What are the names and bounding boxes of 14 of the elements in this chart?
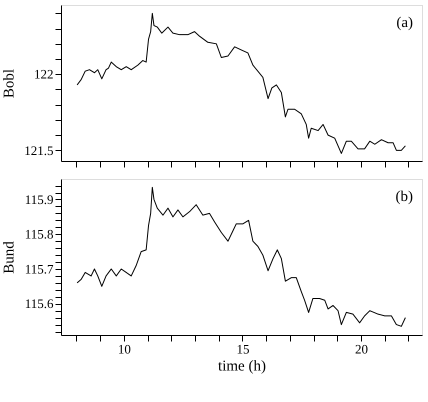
y-tick-label: 115.9 (24, 192, 54, 207)
y-tick-label: 115.6 (24, 296, 54, 312)
y-axis-title: Bund (2, 240, 18, 274)
x-tick-label: 10 (118, 342, 131, 356)
annotation: (b) (396, 189, 413, 205)
y-axis-title: Bobl (1, 68, 18, 98)
y-tick-label: 122 (34, 66, 54, 82)
y-tick-label: 115.8 (24, 226, 54, 242)
x-tick-label: 15 (236, 342, 250, 356)
y-tick-label: 115.7 (24, 261, 54, 276)
x-axis-title: time (h) (218, 358, 266, 374)
x-tick-label: 20 (355, 342, 368, 356)
annotation: (a) (396, 15, 413, 31)
y-tick-label: 121.5 (24, 142, 54, 158)
